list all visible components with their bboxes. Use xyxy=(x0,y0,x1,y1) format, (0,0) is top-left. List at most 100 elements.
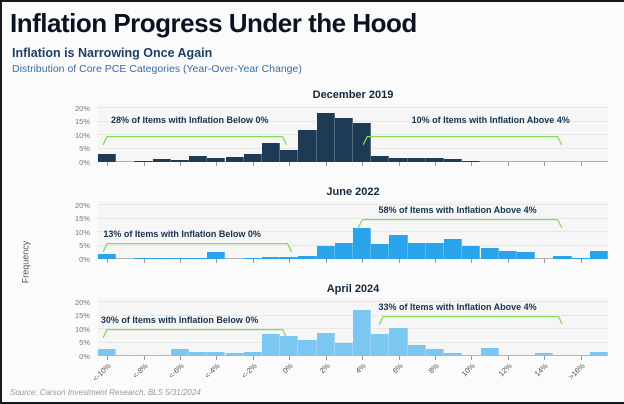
histogram-bar xyxy=(170,257,190,259)
source-note: Source: Carson Investment Research, BLS … xyxy=(10,388,201,397)
histogram-bar xyxy=(225,352,244,356)
x-axis: <-10% <-8% <-6% <-4% <-2% 0% 2% 4% 6% 8% 10% 12% 14%… xyxy=(10,356,608,386)
x-tick-mark xyxy=(507,356,509,360)
histogram-bar xyxy=(425,242,445,259)
y-tick-label: 15% xyxy=(74,311,90,321)
histogram-bar xyxy=(170,349,190,356)
x-tick-label: <-4% xyxy=(203,361,223,381)
page: Inflation Progress Under the Hood Inflat… xyxy=(2,2,624,397)
x-tick-mark xyxy=(252,356,254,360)
annotation-text: 58% of Items with Inflation Above 4% xyxy=(378,204,537,215)
histogram-bar xyxy=(389,157,408,162)
y-tick-label: 10% xyxy=(74,324,90,334)
histogram-bar xyxy=(298,129,317,162)
y-tick-label: 20% xyxy=(74,103,90,113)
histogram-bar xyxy=(462,245,481,259)
x-tick-label: 4% xyxy=(353,361,368,376)
y-tick-label: 15% xyxy=(74,117,90,127)
gridline xyxy=(98,107,608,109)
histogram-bar xyxy=(444,159,463,162)
histogram-bar xyxy=(353,310,372,356)
x-tick-mark xyxy=(398,356,400,360)
x-tick-mark xyxy=(507,162,509,166)
x-tick-mark xyxy=(580,259,582,263)
histogram-bar xyxy=(371,244,390,259)
histogram-bar xyxy=(389,234,408,259)
annotation-bracket xyxy=(363,136,562,145)
histogram-bar xyxy=(480,347,499,356)
chart-title-april-2024: April 2024 xyxy=(326,283,380,295)
histogram-bar xyxy=(371,334,390,356)
histogram-bar xyxy=(316,245,335,259)
histogram-bar xyxy=(407,157,426,162)
y-tick-label: 15% xyxy=(74,214,90,224)
x-tick-mark xyxy=(179,356,181,360)
x-tick-mark xyxy=(434,356,436,360)
y-tick-label: 5% xyxy=(79,241,90,250)
x-tick-label: <-2% xyxy=(239,361,259,381)
x-tick-mark xyxy=(107,162,109,166)
x-tick-mark xyxy=(289,162,291,166)
x-tick-mark xyxy=(544,162,546,166)
x-tick-mark xyxy=(434,162,436,166)
x-tick-mark xyxy=(325,259,327,263)
annotation-text: 13% of Items with Inflation Below 0% xyxy=(103,228,261,239)
histogram-bar xyxy=(134,160,153,162)
chart-june-2022: June 2022 20% 15% 10% 5% 0% 13% of Items with … xyxy=(10,186,616,263)
histogram-bar xyxy=(243,351,262,356)
histogram-bar xyxy=(498,250,517,259)
x-tick-mark xyxy=(580,356,582,360)
y-axis: 20% 15% 10% 5% 0% xyxy=(10,201,98,263)
annotation-text: 33% of Items with Inflation Above 4% xyxy=(378,301,537,312)
histogram-bar xyxy=(152,257,171,259)
y-tick-label: 5% xyxy=(79,338,90,347)
histogram-bar xyxy=(189,257,208,259)
histogram-bar xyxy=(98,153,117,162)
histogram-bar xyxy=(444,353,463,356)
annotation-bracket xyxy=(103,136,287,145)
x-tick-mark xyxy=(107,356,109,360)
histogram-bar xyxy=(535,353,554,356)
histogram-bar xyxy=(553,256,572,259)
histogram-bar xyxy=(353,227,372,259)
histogram-bar xyxy=(371,155,390,162)
histogram-bar xyxy=(571,257,590,259)
x-tick-mark xyxy=(471,162,473,166)
x-tick-mark xyxy=(362,162,364,166)
plot-area: 28% of Items with Inflation Below 0% 10% … xyxy=(98,104,608,166)
histogram-bar xyxy=(243,154,262,162)
charts-container: December 2019 20% 15% 10% 5% 0% 28% of Items w… xyxy=(10,89,616,360)
histogram-bar xyxy=(152,354,171,356)
y-tick-label: 5% xyxy=(79,144,90,153)
x-tick-mark xyxy=(107,259,109,263)
histogram-bar xyxy=(444,238,463,259)
x-tick-mark xyxy=(216,259,218,263)
chart-december-2019: December 2019 20% 15% 10% 5% 0% 28% of Items w… xyxy=(10,89,616,166)
histogram-bar xyxy=(134,257,153,259)
plot-area: 13% of Items with Inflation Below 0% 58% … xyxy=(98,201,608,263)
x-tick-mark xyxy=(398,162,400,166)
y-tick-label: 20% xyxy=(74,297,90,307)
x-tick-mark xyxy=(580,162,582,166)
chart-title-june-2022: June 2022 xyxy=(326,186,380,198)
annotation-bracket xyxy=(103,243,292,252)
histogram-bar xyxy=(189,351,208,356)
x-tick-label: 0% xyxy=(280,361,295,376)
histogram-bar xyxy=(225,156,244,162)
histogram-bar xyxy=(261,334,281,356)
x-tick-mark xyxy=(289,259,291,263)
histogram-bar xyxy=(170,159,190,162)
histogram-bar xyxy=(207,351,226,356)
x-tick-mark xyxy=(179,162,181,166)
x-tick-mark xyxy=(289,356,291,360)
histogram-bar xyxy=(353,122,372,162)
x-tick-mark xyxy=(471,259,473,263)
histogram-bar xyxy=(462,160,481,162)
histogram-bar xyxy=(334,342,353,356)
y-tick-label: 0% xyxy=(79,351,90,361)
histogram-bar xyxy=(207,252,226,259)
plot-area: 30% of Items with Inflation Below 0% 33% … xyxy=(98,298,608,360)
x-tick-label: 6% xyxy=(390,361,405,376)
histogram-bar xyxy=(334,117,353,162)
y-tick-label: 10% xyxy=(74,130,90,140)
